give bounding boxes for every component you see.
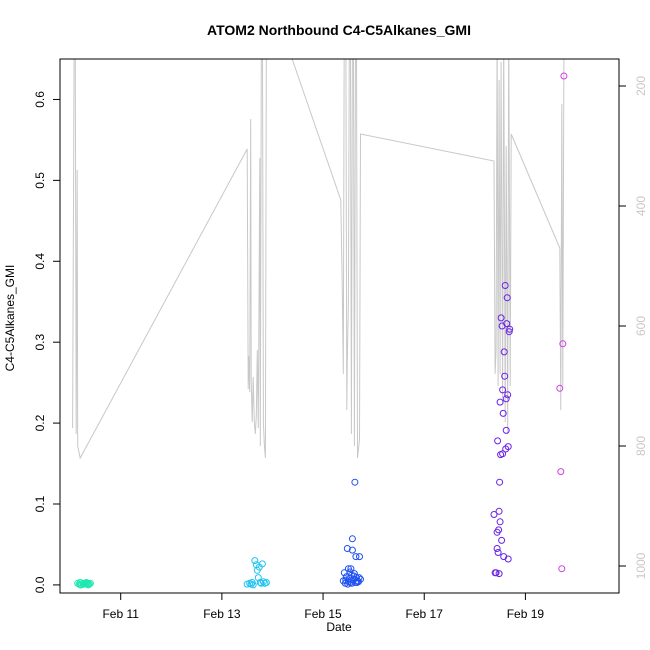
data-point xyxy=(492,569,500,577)
data-point xyxy=(352,553,360,561)
data-point xyxy=(501,282,509,289)
data-point xyxy=(496,398,504,406)
x-axis-label: Date xyxy=(326,620,352,634)
x-tick-label: Feb 17 xyxy=(406,607,444,621)
data-point xyxy=(502,395,510,403)
data-point xyxy=(496,518,504,526)
data-point xyxy=(560,72,568,80)
data-point xyxy=(557,468,565,476)
data-point xyxy=(499,409,507,417)
y-tick-label: 0.4 xyxy=(33,253,47,270)
data-point xyxy=(348,535,356,543)
chart-title: ATOM2 Northbound C4-C5Alkanes_GMI xyxy=(207,22,471,38)
data-point xyxy=(494,549,502,556)
data-point xyxy=(506,325,514,333)
x-axis: Feb 11 Feb 13 Feb 15 Feb 17 Feb 19 xyxy=(102,592,545,621)
data-point xyxy=(84,581,92,589)
y-tick-label: 0.5 xyxy=(33,172,47,189)
data-point xyxy=(558,565,566,573)
y-tick-label: 0.3 xyxy=(33,334,47,351)
x-tick-label: Feb 15 xyxy=(304,607,342,621)
y-tick-label: 0.2 xyxy=(33,414,47,431)
data-point xyxy=(490,511,498,518)
data-point xyxy=(344,565,352,573)
data-point xyxy=(504,391,512,399)
data-point xyxy=(502,426,510,434)
data-point xyxy=(504,555,512,563)
data-point xyxy=(86,579,94,587)
data-point xyxy=(76,581,84,589)
data-point xyxy=(493,545,501,552)
data-point xyxy=(251,557,259,565)
data-point xyxy=(348,546,356,554)
y-tick-label: 0.0 xyxy=(33,576,47,593)
x-tick-label: Feb 19 xyxy=(507,607,545,621)
data-point xyxy=(499,450,507,458)
data-point xyxy=(500,348,508,356)
flight-track-line xyxy=(72,59,565,460)
data-point xyxy=(356,553,363,561)
secondary-y-tick-label: 1000 xyxy=(634,552,648,579)
data-point xyxy=(496,478,504,486)
data-point xyxy=(347,565,355,573)
secondary-y-tick-label: 200 xyxy=(634,76,648,96)
flight-track-layer xyxy=(72,59,565,460)
data-point xyxy=(556,384,564,392)
data-point xyxy=(344,580,352,588)
y-tick-label: 0.1 xyxy=(33,495,47,512)
y-axis: 0.0 0.1 0.2 0.3 0.4 0.5 0.6 xyxy=(33,91,61,593)
data-point xyxy=(355,574,363,582)
y-tick-label: 0.6 xyxy=(33,91,47,108)
data-point xyxy=(495,507,503,515)
data-point xyxy=(494,437,502,445)
data-point xyxy=(351,478,359,486)
data-point xyxy=(348,579,356,587)
data-point xyxy=(342,576,350,584)
data-point xyxy=(262,579,270,586)
data-point xyxy=(257,579,265,587)
data-point xyxy=(247,580,255,588)
secondary-y-axis: 200 400 600 800 1000 xyxy=(618,76,648,579)
x-tick-label: Feb 11 xyxy=(102,607,139,621)
data-point xyxy=(346,568,354,576)
x-tick-label: Feb 13 xyxy=(203,607,241,621)
data-point xyxy=(504,443,512,451)
secondary-y-tick-label: 600 xyxy=(634,316,648,336)
y-axis-label: C4-C5Alkanes_GMI xyxy=(3,265,17,372)
data-point xyxy=(495,570,503,578)
data-point xyxy=(503,294,511,302)
data-points-layer xyxy=(74,72,568,589)
data-point xyxy=(498,536,506,544)
data-point xyxy=(499,386,507,394)
data-point xyxy=(505,328,513,336)
data-point xyxy=(497,314,505,322)
data-point xyxy=(258,560,266,568)
secondary-y-tick-label: 800 xyxy=(634,436,648,456)
data-point xyxy=(501,372,509,380)
data-point xyxy=(259,578,267,586)
data-point xyxy=(503,320,511,328)
data-point xyxy=(495,526,503,534)
data-point xyxy=(559,340,567,348)
secondary-y-tick-label: 400 xyxy=(634,196,648,216)
